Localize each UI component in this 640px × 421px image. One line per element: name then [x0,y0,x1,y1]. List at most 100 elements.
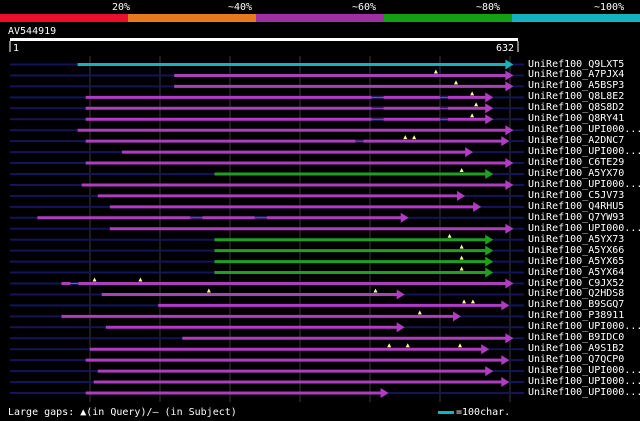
hit-row [10,333,524,344]
hit-arrow [485,256,494,267]
hit-row [10,59,524,70]
hit-arrow [501,136,510,147]
legend-text: Large gaps: ▲(in Query)/— (in Subject) [8,407,237,418]
scale-legend-swatch [438,411,454,414]
hit-row [10,366,524,377]
hit-arrow [396,289,405,300]
hit-arrow [400,212,409,223]
hit-row [10,322,524,333]
scale-legend-text: =100char. [456,407,511,418]
hit-label[interactable]: UniRef100_A5YX65 [528,255,625,267]
hit-row [10,147,524,158]
query-gap-marker [403,135,408,140]
query-id: AV544919 [8,26,57,37]
hit-arrow [505,223,514,234]
hit-label[interactable]: UniRef100_UPI000... [528,178,640,190]
hit-label[interactable]: UniRef100_B9IDC0 [528,332,625,344]
hit-arrow [501,300,510,311]
hit-row [10,266,524,278]
hit-row [10,288,524,300]
hit-arrow [473,201,482,212]
hit-label[interactable]: UniRef100_Q7QCP0 [528,354,625,366]
hit-row [10,102,524,114]
query-gap-marker [138,277,143,282]
hit-row [10,233,524,245]
scale-segment [256,14,385,22]
hit-arrow [481,344,490,355]
scale-segment [384,14,513,22]
hit-label[interactable]: UniRef100_A2DNC7 [528,135,625,147]
query-gap-marker [387,343,392,348]
hit-arrow [505,70,514,81]
query-end-label: 632 [496,43,515,54]
hit-label[interactable]: UniRef100_UPI000... [528,376,640,388]
hit-label[interactable]: UniRef100_Q4RHU5 [528,200,625,212]
hit-label[interactable]: UniRef100_UPI000... [528,222,640,234]
hit-arrow [505,59,514,70]
hit-label[interactable]: UniRef100_Q8S8D2 [528,102,625,114]
query-gap-marker [412,135,417,140]
query-gap-marker [459,244,464,249]
hit-row [10,168,524,179]
hit-arrow [465,147,474,158]
hit-label[interactable]: UniRef100_C5JV73 [528,189,625,201]
hit-arrow [485,245,494,256]
hit-label[interactable]: UniRef100_Q7YW93 [528,211,625,223]
scale-segment [0,14,129,22]
hit-arrow [485,92,494,103]
query-gap-marker [373,288,378,293]
scale-label-40: ~40% [228,2,253,13]
hit-label[interactable]: UniRef100_A5YX73 [528,233,625,245]
query-gap-marker [433,69,438,74]
hit-label[interactable]: UniRef100_UPI000... [528,365,640,377]
hit-label[interactable]: UniRef100_B9SGQ7 [528,299,625,311]
hit-row [10,377,524,388]
scale-label-60: ~60% [352,2,377,13]
hit-label[interactable]: UniRef100_A5BSP3 [528,80,625,92]
query-gap-marker [470,91,475,96]
hit-row [10,388,524,398]
scale-label-20: 20% [112,2,131,13]
hit-row [10,179,524,190]
hit-label[interactable]: UniRef100_C6TE29 [528,157,625,169]
hit-label[interactable]: UniRef100_UPI000... [528,146,640,158]
query-gap-marker [459,266,464,271]
hit-row [10,190,524,201]
hit-row [10,135,524,147]
hit-label[interactable]: UniRef100_A7PJX4 [528,69,625,81]
hit-label[interactable]: UniRef100_A5YX66 [528,244,625,256]
hit-arrow [505,179,514,190]
hit-row [10,255,524,267]
query-gap-marker [454,80,459,85]
hit-arrow [485,267,494,278]
hit-label[interactable]: UniRef100_Q8L8E2 [528,91,625,103]
hit-arrow [505,125,514,136]
hit-label[interactable]: UniRef100_A5YX70 [528,168,625,179]
hit-label[interactable]: UniRef100_UPI000... [528,124,640,136]
scale-label-100: ~100% [594,2,625,13]
scale-segment [512,14,640,22]
hit-label[interactable]: UniRef100_Q9LXT5 [528,58,625,70]
hit-label[interactable]: UniRef100_UPI000... [528,387,640,398]
hit-label[interactable]: UniRef100_P38911 [528,310,625,322]
hit-label[interactable]: UniRef100_Q2HDS8 [528,288,625,300]
query-gap-marker [458,343,463,348]
hit-label[interactable]: UniRef100_C9JX52 [528,277,625,289]
hit-row [10,355,524,366]
hit-label[interactable]: UniRef100_A5YX64 [528,266,625,278]
hit-arrow [485,366,494,377]
query-gap-marker [447,233,452,238]
hit-label[interactable]: UniRef100_A9S1B2 [528,343,625,355]
hit-arrow [505,278,514,289]
hit-label[interactable]: UniRef100_UPI000... [528,321,640,333]
hit-label[interactable]: UniRef100_Q8RY41 [528,113,625,125]
hit-arrow [485,103,494,114]
hit-row [10,223,524,234]
hit-row [10,343,524,355]
hit-arrow [501,377,510,388]
hit-row [10,299,524,311]
query-gap-marker [206,288,211,293]
hit-arrow [453,311,462,322]
hit-row [10,212,524,223]
